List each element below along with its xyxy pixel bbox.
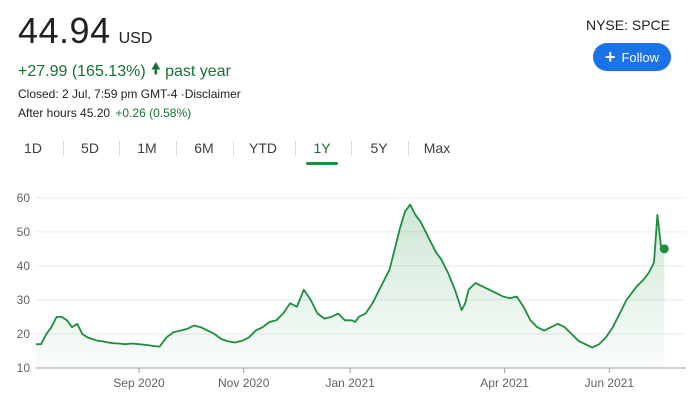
tab-divider [233, 141, 234, 156]
tab-divider [119, 141, 120, 156]
current-price: 44.94 [18, 10, 111, 51]
after-hours-change: +0.26 (0.58%) [115, 106, 192, 120]
price-header: 44.94 USD [18, 10, 152, 52]
current-price-point [659, 244, 669, 254]
y-tick-label: 50 [17, 225, 31, 239]
tab-1d[interactable]: 1D [24, 140, 42, 156]
currency-label: USD [118, 30, 153, 47]
tab-1y[interactable]: 1Y [302, 134, 342, 165]
y-tick-label: 10 [17, 361, 31, 375]
y-tick-label: 60 [17, 191, 31, 205]
change-value: +27.99 (165.13%) [18, 62, 146, 80]
tab-6m[interactable]: 6M [194, 140, 214, 156]
price-area-fill [36, 204, 665, 368]
tab-divider [295, 141, 296, 156]
tab-1m[interactable]: 1M [137, 140, 157, 156]
tab-5y[interactable]: 5Y [370, 140, 388, 156]
exchange-symbol: NYSE: SPCE [585, 17, 670, 33]
x-tick-label: Jun 2021 [585, 376, 635, 390]
change-period: past year [165, 62, 231, 80]
tab-max[interactable]: Max [423, 140, 451, 156]
after-hours-label: After hours 45.20 [18, 106, 111, 120]
x-tick-label: Nov 2020 [218, 376, 270, 390]
x-tick-label: Jan 2021 [325, 376, 375, 390]
tab-divider [408, 141, 409, 156]
follow-button[interactable]: + Follow [593, 43, 671, 71]
tab-ytd[interactable]: YTD [249, 140, 277, 156]
after-hours: After hours 45.20 +0.26 (0.58%) [18, 106, 191, 120]
plus-icon: + [604, 47, 616, 67]
tab-divider [351, 141, 352, 156]
tab-divider [176, 141, 177, 156]
price-chart[interactable]: 10 20 30 40 50 60 Sep 2020 Nov 2020 Jan 2021 Apr… [0, 185, 692, 395]
y-tick-label: 20 [17, 327, 31, 341]
tab-divider [63, 141, 64, 156]
x-tick-label: Sep 2020 [113, 376, 165, 390]
up-arrow-icon: 🠝 [150, 61, 162, 78]
tab-5d[interactable]: 5D [81, 140, 99, 156]
closed-status: Closed: 2 Jul, 7:59 pm GMT-4 ·Disclaimer [18, 87, 241, 101]
y-tick-label: 30 [17, 293, 31, 307]
price-series-line [36, 203, 665, 349]
follow-label: Follow [621, 49, 660, 65]
price-change: +27.99 (165.13%) 🠝 past year [18, 58, 231, 85]
y-tick-label: 40 [17, 259, 31, 273]
x-tick-label: Apr 2021 [480, 376, 529, 390]
